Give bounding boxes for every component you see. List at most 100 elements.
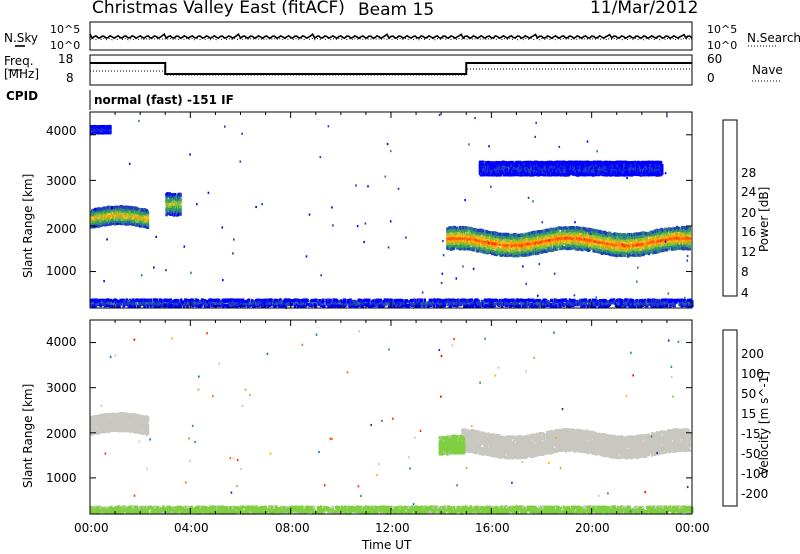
power-cell xyxy=(467,234,470,239)
power-cell xyxy=(166,192,169,196)
power-cell xyxy=(372,299,375,303)
power-cell xyxy=(515,238,518,242)
power-cell xyxy=(268,303,272,307)
power-cell xyxy=(458,229,462,233)
power-cell xyxy=(144,214,148,218)
power-cell xyxy=(522,246,525,250)
power-cell xyxy=(485,251,489,255)
power-cell xyxy=(90,221,93,225)
power-cell xyxy=(477,300,481,304)
power-cell xyxy=(586,240,589,244)
power-cell xyxy=(209,298,212,302)
power-cell xyxy=(143,298,146,302)
power-cell xyxy=(271,301,275,305)
power-cell xyxy=(564,226,567,230)
power-cell xyxy=(564,173,568,177)
power-cell xyxy=(386,298,390,302)
power-cell xyxy=(170,209,174,213)
power-cell xyxy=(437,298,440,302)
power-cell xyxy=(640,247,643,251)
power-cell xyxy=(628,241,632,245)
power-cell xyxy=(510,244,514,248)
power-cell xyxy=(496,245,499,249)
power-cell xyxy=(518,236,521,240)
power-cell xyxy=(600,251,604,255)
power-cell xyxy=(334,301,338,305)
power-cell xyxy=(661,243,664,247)
power-cell xyxy=(179,192,182,196)
power-cell xyxy=(509,239,513,243)
power-cell xyxy=(239,298,243,302)
power-cell xyxy=(449,237,452,241)
power-cell xyxy=(530,237,534,241)
power-cell xyxy=(146,221,150,225)
power-cell xyxy=(482,237,486,241)
power-cell xyxy=(570,231,573,235)
power-cell xyxy=(127,220,131,224)
power-cell xyxy=(178,202,181,206)
power-cell xyxy=(550,227,554,231)
power-cell xyxy=(344,298,347,302)
power-cell xyxy=(427,304,431,308)
power-cell xyxy=(469,304,472,308)
power-cell xyxy=(469,234,472,238)
power-cell xyxy=(606,244,609,248)
power-cell xyxy=(506,254,510,258)
power-cell xyxy=(380,301,384,305)
power-cell xyxy=(621,253,625,257)
power-cell xyxy=(133,304,137,308)
power-cell xyxy=(146,225,150,229)
power-cell xyxy=(120,215,123,220)
power-cell xyxy=(607,242,610,246)
power-cell xyxy=(674,239,678,243)
power-cell xyxy=(476,233,480,237)
power-cell xyxy=(219,299,223,303)
power-cell xyxy=(675,225,679,229)
power-cell xyxy=(230,304,233,308)
power-cell xyxy=(129,222,133,226)
power-cell xyxy=(462,298,465,302)
power-cell xyxy=(306,302,309,307)
power-cell xyxy=(566,237,569,241)
power-cell xyxy=(173,193,177,197)
power-cell xyxy=(453,225,457,230)
power-cell xyxy=(109,298,113,302)
power-cell xyxy=(179,298,183,302)
power-cell xyxy=(556,244,560,248)
power-cell xyxy=(379,298,383,302)
power-cell xyxy=(550,232,554,236)
power-cell xyxy=(195,304,199,308)
power-cell xyxy=(146,215,150,219)
power-cell xyxy=(146,210,150,215)
power-cell xyxy=(648,238,652,243)
power-cell xyxy=(129,214,133,218)
power-cell xyxy=(652,240,656,244)
power-cell xyxy=(656,246,659,250)
power-cell xyxy=(614,236,617,240)
power-cell xyxy=(131,298,135,302)
power-cell xyxy=(263,304,267,308)
power-cell xyxy=(645,236,649,240)
power-cell xyxy=(485,242,489,246)
power-cell xyxy=(502,232,506,236)
power-cell xyxy=(625,173,628,177)
power-cell xyxy=(664,227,667,231)
power-cell xyxy=(627,246,631,250)
power-cell xyxy=(231,298,234,302)
power-cell xyxy=(118,304,121,308)
power-cell xyxy=(626,232,630,237)
power-cell xyxy=(537,251,540,255)
power-cell xyxy=(177,197,180,201)
power-cell xyxy=(570,233,573,238)
power-cell xyxy=(684,234,687,238)
power-cell xyxy=(597,242,601,246)
power-cell xyxy=(617,240,620,245)
power-cell xyxy=(122,217,126,221)
power-cell xyxy=(627,250,631,254)
power-cell xyxy=(630,238,633,242)
power-cell xyxy=(630,246,633,250)
power-cell xyxy=(603,248,607,252)
power-cell xyxy=(635,245,638,249)
power-cell xyxy=(464,298,467,302)
power-cell xyxy=(262,298,265,302)
